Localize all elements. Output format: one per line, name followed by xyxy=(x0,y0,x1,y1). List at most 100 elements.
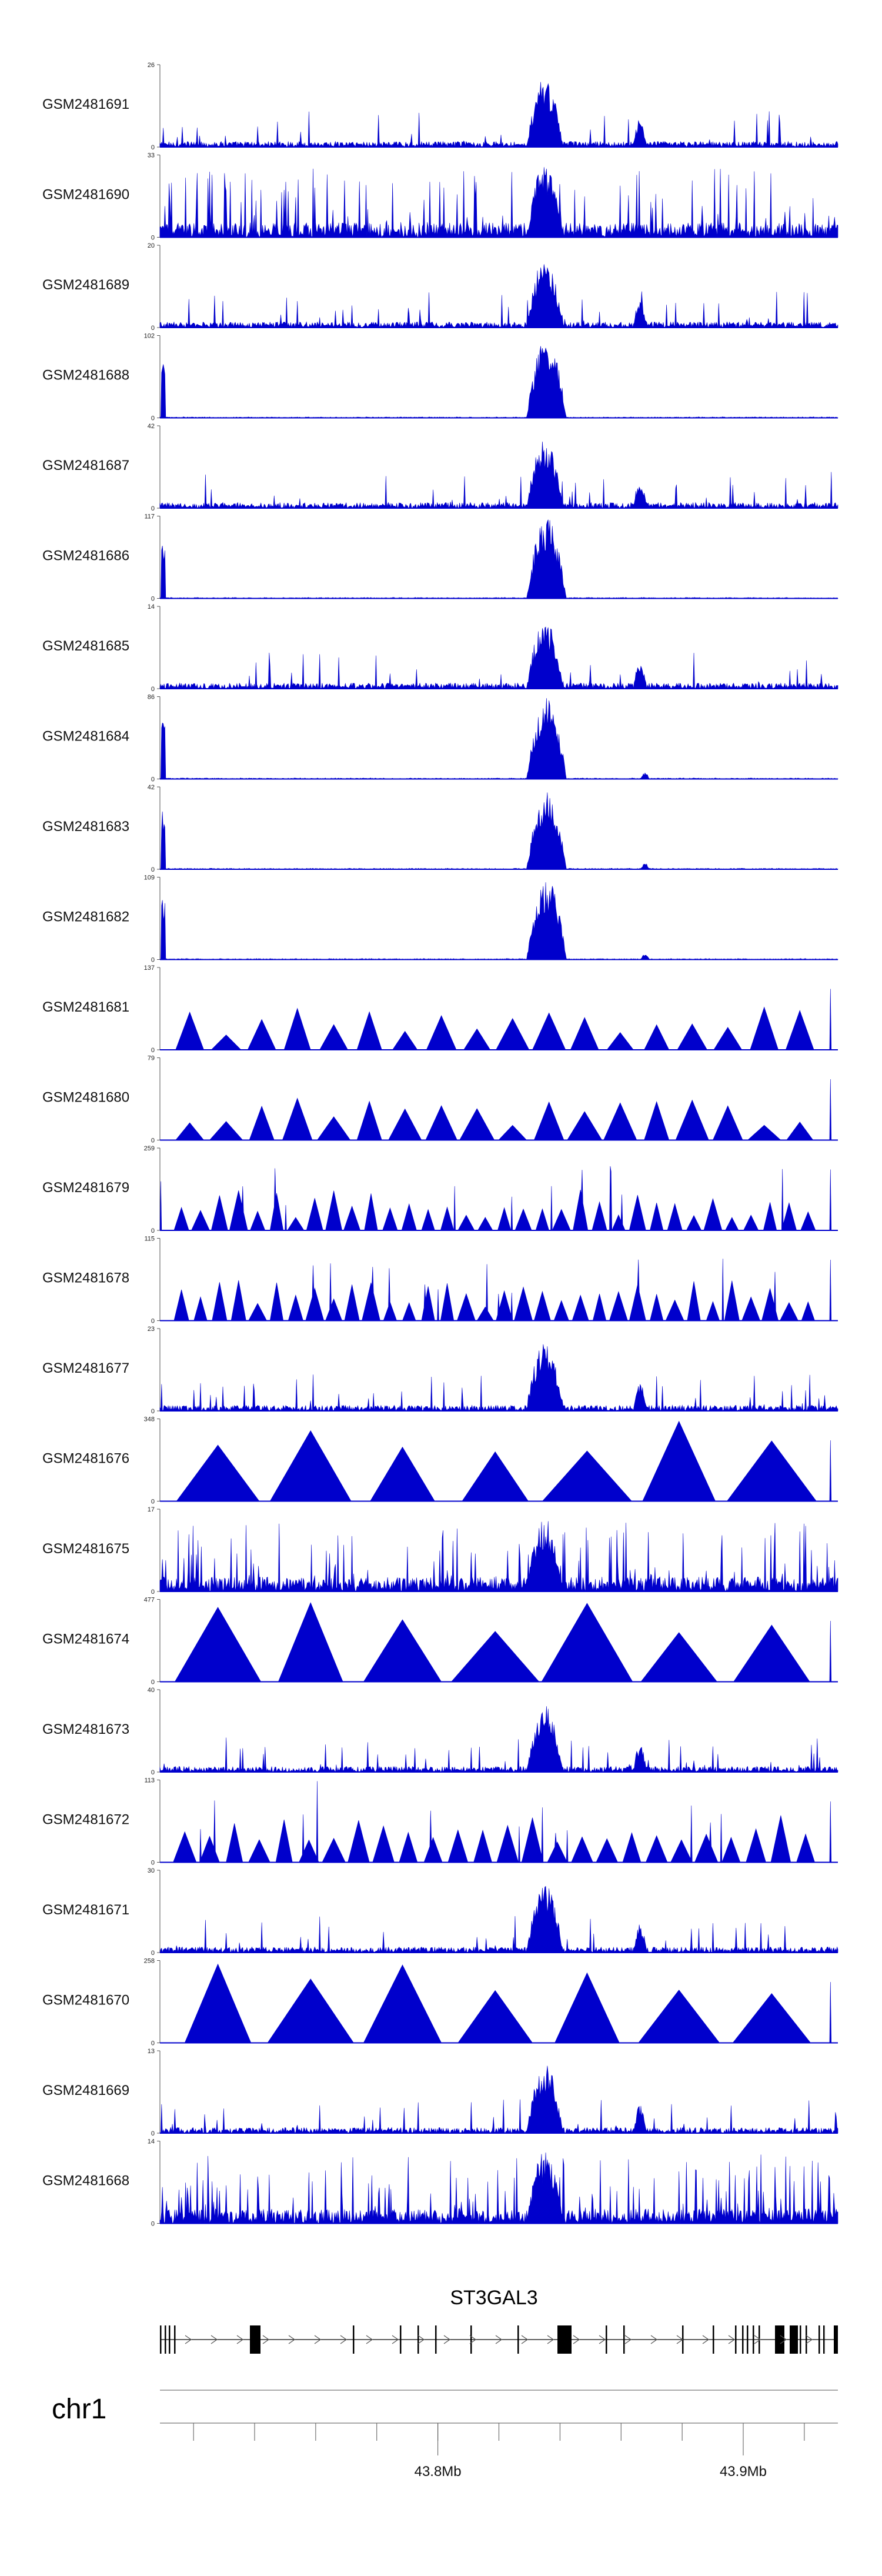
ymax-label: 117 xyxy=(144,513,155,520)
ymax-label: 348 xyxy=(144,1416,155,1423)
track-label: GSM2481677 xyxy=(42,1360,129,1376)
ymin-label: 0 xyxy=(151,1950,155,1957)
coverage-area xyxy=(159,698,838,779)
exon xyxy=(775,2325,784,2354)
exon xyxy=(169,2325,171,2354)
ymin-label: 0 xyxy=(151,2221,155,2228)
strand-chevron xyxy=(806,2335,813,2344)
ymin-label: 0 xyxy=(151,1589,155,1596)
ymin-label: 0 xyxy=(151,957,155,964)
track: GSM2481685 14 0 xyxy=(42,603,838,693)
ymin-label: 0 xyxy=(151,776,155,783)
track: GSM2481682 109 0 xyxy=(42,875,838,964)
strand-chevron xyxy=(366,2335,373,2344)
ymax-label: 20 xyxy=(148,242,155,249)
ymin-label: 0 xyxy=(151,1408,155,1415)
ymin-label: 0 xyxy=(151,325,155,332)
exon xyxy=(834,2325,838,2354)
ymin-label: 0 xyxy=(151,686,155,693)
exon xyxy=(747,2325,749,2354)
ymax-label: 23 xyxy=(148,1326,155,1333)
track: GSM2481669 13 0 xyxy=(42,2048,838,2137)
track-label: GSM2481683 xyxy=(42,819,129,835)
coverage-area xyxy=(159,346,838,418)
exon xyxy=(517,2325,519,2354)
exon xyxy=(174,2325,176,2354)
track: GSM2481690 33 0 xyxy=(42,152,838,242)
strand-chevron xyxy=(262,2335,270,2344)
track-label: GSM2481684 xyxy=(42,729,129,745)
strand-chevron xyxy=(288,2335,296,2344)
ymax-label: 259 xyxy=(144,1145,155,1152)
gene-track: ST3GAL3 xyxy=(160,2287,838,2354)
track-label: GSM2481690 xyxy=(42,187,129,203)
coverage-area xyxy=(159,1166,838,1231)
track-label: GSM2481674 xyxy=(42,1631,129,1647)
exon xyxy=(623,2325,625,2354)
strand-chevron xyxy=(521,2335,529,2344)
ymin-label: 0 xyxy=(151,235,155,242)
strand-chevron xyxy=(547,2335,554,2344)
strand-chevron xyxy=(676,2335,684,2344)
exon xyxy=(165,2325,166,2354)
coverage-area xyxy=(160,1963,838,2043)
exon xyxy=(790,2325,798,2354)
exon xyxy=(250,2325,260,2354)
strand-chevron xyxy=(340,2335,348,2344)
exon xyxy=(823,2325,825,2354)
exon xyxy=(713,2325,714,2354)
track-label: GSM2481688 xyxy=(42,368,129,383)
strand-chevron xyxy=(236,2335,244,2344)
strand-chevron xyxy=(185,2335,192,2344)
exon xyxy=(435,2325,437,2354)
coverage-area xyxy=(159,519,838,599)
ymin-label: 0 xyxy=(151,596,155,603)
track-label: GSM2481685 xyxy=(42,638,129,654)
exon xyxy=(806,2325,807,2354)
track-label: GSM2481676 xyxy=(42,1451,129,1467)
track: GSM2481675 17 0 xyxy=(42,1506,838,1596)
strand-chevron xyxy=(417,2335,425,2344)
ymax-label: 86 xyxy=(148,694,155,701)
ymax-label: 40 xyxy=(148,1687,155,1694)
track: GSM2481679 259 0 xyxy=(42,1145,838,1234)
ymax-label: 26 xyxy=(148,62,155,69)
track: GSM2481687 42 0 xyxy=(42,423,838,512)
track-label: GSM2481670 xyxy=(42,1993,129,2008)
strand-chevron xyxy=(495,2335,503,2344)
strand-chevron xyxy=(469,2335,477,2344)
coverage-area xyxy=(159,1344,838,1412)
strand-chevron xyxy=(443,2335,451,2344)
strand-chevron xyxy=(702,2335,710,2344)
exon xyxy=(606,2325,607,2354)
track: GSM2481680 79 0 xyxy=(42,1055,838,1144)
ymax-label: 14 xyxy=(148,603,155,610)
exon xyxy=(742,2325,744,2354)
ymax-label: 42 xyxy=(148,423,155,430)
ymax-label: 14 xyxy=(148,2138,155,2145)
strand-chevron xyxy=(599,2335,606,2344)
ymax-label: 113 xyxy=(144,1777,155,1784)
ymax-label: 109 xyxy=(144,875,155,882)
exon xyxy=(800,2325,801,2354)
coverage-area xyxy=(159,2066,838,2134)
coverage-area xyxy=(159,1886,838,1954)
ymax-label: 33 xyxy=(148,152,155,159)
ymax-label: 79 xyxy=(148,1055,155,1062)
track-label: GSM2481675 xyxy=(42,1541,129,1557)
ymax-label: 115 xyxy=(144,1236,155,1243)
track: GSM2481683 42 0 xyxy=(42,784,838,873)
exon xyxy=(353,2325,355,2354)
track: GSM2481674 477 0 xyxy=(42,1597,838,1686)
strand-chevron xyxy=(754,2335,761,2344)
ymin-label: 0 xyxy=(151,415,155,422)
track: GSM2481670 258 0 xyxy=(42,1958,838,2047)
ymin-label: 0 xyxy=(151,1860,155,1867)
ymin-label: 0 xyxy=(151,1679,155,1686)
track-label: GSM2481689 xyxy=(42,277,129,293)
ymin-label: 0 xyxy=(151,1047,155,1054)
ymin-label: 0 xyxy=(151,2130,155,2137)
track: GSM2481672 113 0 xyxy=(42,1777,838,1867)
track: GSM2481689 20 0 xyxy=(42,242,838,332)
